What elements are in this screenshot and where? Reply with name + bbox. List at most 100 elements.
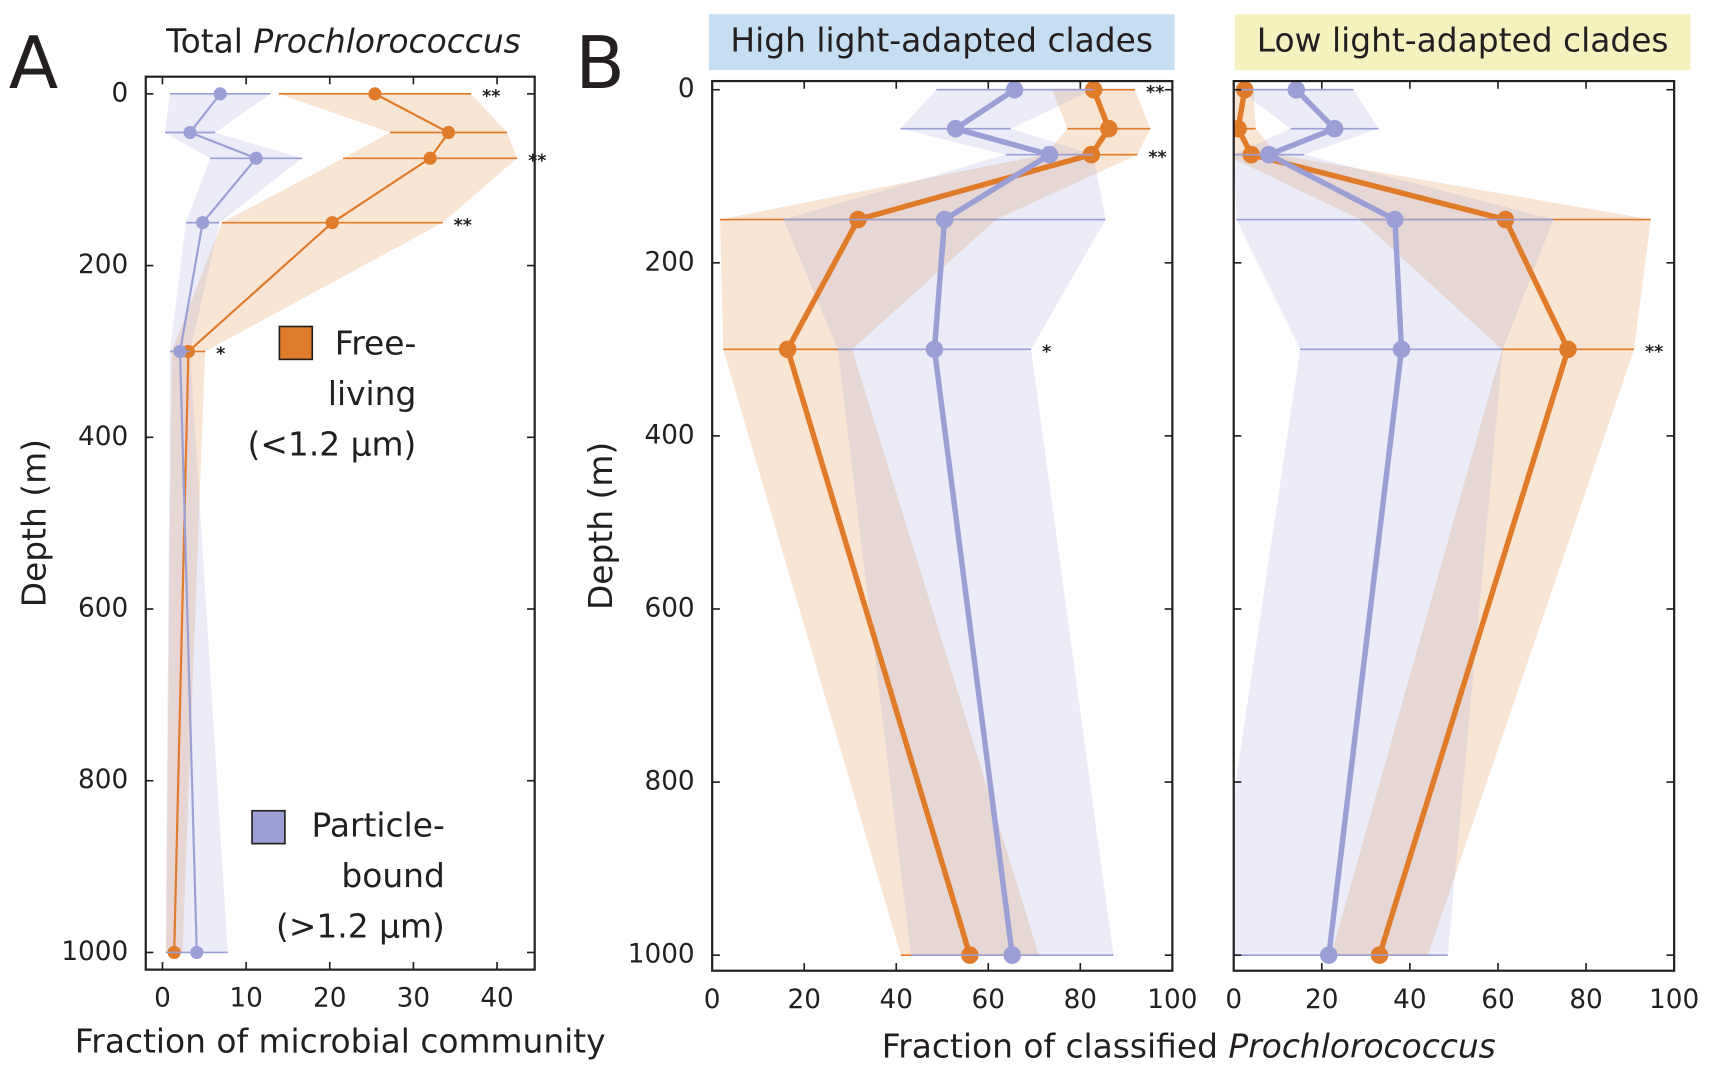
x-tick-label: 40 [1393,985,1426,1015]
data-point [1392,340,1411,359]
significance-label: * [216,345,225,365]
data-point [1005,81,1024,99]
y-tick-label: 1000 [61,937,128,967]
y-tick-label: 600 [644,593,694,623]
x-tick-label: 10 [229,984,262,1014]
data-point [1325,119,1344,138]
x-tick-label: 60 [972,985,1005,1015]
y-tick-label: 1000 [628,940,695,970]
data-point [441,125,456,140]
x-tick-label: 40 [480,984,513,1014]
significance-label: ** [1645,343,1663,363]
data-point [1003,946,1021,964]
y-axis-label: Depth (m) [581,442,620,610]
chart-title: High light-adapted clades [730,21,1153,60]
plot-area [1233,81,1651,964]
axes-frame [1232,79,1676,972]
chart-title-italic: Prochlorococcus [253,21,520,60]
x-tick-label: 100 [1147,985,1197,1015]
data-point [1233,119,1247,138]
data-point [213,87,227,101]
y-tick-label: 200 [78,250,128,280]
x-axis-label-italic: Prochlorococcus [1228,1026,1495,1065]
x-tick-label: 20 [313,984,346,1014]
panel-label: B [575,22,625,106]
legend-label: (<1.2 µm) [248,424,417,463]
x-tick-label: 60 [1481,985,1514,1015]
series-line [178,93,258,953]
y-tick-label: 0 [678,74,695,104]
axes-frame [144,75,536,971]
data-point [173,344,187,359]
series-line [1266,87,1405,956]
data-point [183,125,197,140]
significance-label: ** [454,216,472,236]
y-tick-label: 200 [644,247,694,277]
significance-label: ** [528,152,546,172]
plot-area [720,81,1151,964]
chart-title: Total Prochlorococcus [165,21,521,60]
data-point [1559,340,1577,359]
significance-label: ** [1148,148,1166,168]
error-band [783,89,1114,956]
significance-label: ** [1146,83,1164,103]
y-tick-label: 800 [644,767,694,797]
data-point [1287,81,1306,99]
data-point [368,87,382,101]
data-point [1100,119,1118,138]
chart-title: Low light-adapted clades [1257,21,1669,60]
data-point [325,216,339,230]
significance-label: ** [482,87,500,107]
legend-label: bound [341,856,444,895]
y-tick-label: 400 [644,420,694,450]
x-axis-label: Fraction of classified Prochlorococcus [882,1026,1496,1065]
plot-area [164,87,518,960]
x-tick-label: 0 [154,984,171,1014]
error-band [1233,89,1554,956]
axes-frame [711,79,1174,972]
data-point [1386,210,1404,229]
x-tick-label: 30 [397,984,430,1014]
data-point [925,340,944,359]
data-point [196,216,210,230]
data-point [190,945,204,960]
y-tick-label: 800 [78,765,128,795]
legend-swatch [278,325,314,361]
panel-label: A [9,22,58,106]
title-box [708,14,1175,71]
x-tick-label: 40 [880,985,913,1015]
chart-title-text: Total [165,21,243,60]
data-point [935,210,954,229]
error-band [720,89,1151,956]
error-band [164,93,303,953]
data-point [1260,145,1278,164]
x-tick-label: 20 [1305,985,1338,1015]
legend-label: Particle- [312,806,445,845]
x-tick-label: 100 [1649,985,1699,1015]
legend-swatch [251,809,286,845]
data-point [778,340,797,359]
legend-label: living [328,374,417,413]
x-axis-label-text: Fraction of classified [882,1026,1218,1065]
x-axis-label: Fraction of microbial community [75,1022,606,1061]
data-point [1084,81,1103,99]
x-tick-label: 0 [1225,985,1242,1015]
title-box [1234,14,1691,71]
data-point [249,151,263,165]
y-axis-label: Depth (m) [15,439,54,607]
legend-label: Free- [335,324,417,363]
y-tick-label: 600 [78,594,128,624]
series-line [931,87,1053,956]
data-point [423,151,437,165]
data-point [946,119,965,138]
y-tick-label: 400 [78,422,128,452]
y-tick-label: 0 [111,78,128,108]
x-tick-label: 20 [787,985,820,1015]
data-point [1320,946,1338,964]
x-tick-label: 80 [1569,985,1602,1015]
series-line [173,92,450,953]
legend-label: (>1.2 µm) [276,906,445,945]
x-tick-label: 80 [1064,985,1097,1015]
